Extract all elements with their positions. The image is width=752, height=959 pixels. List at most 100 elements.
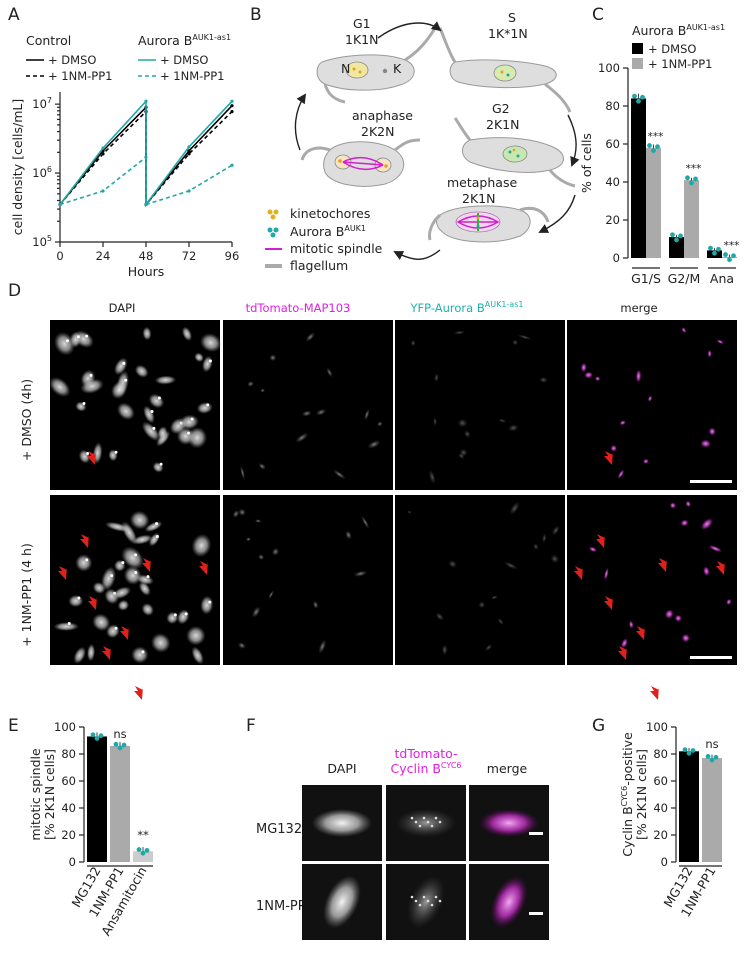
red-arrowhead-marker xyxy=(87,451,96,465)
micrograph-cell xyxy=(681,633,691,643)
f-column-dapi: DAPI xyxy=(327,761,356,776)
c-y-axis-label: % of cells xyxy=(579,133,594,193)
micrograph-kinetoplast xyxy=(124,378,128,382)
micrograph-cell xyxy=(318,639,327,654)
scale-bar xyxy=(690,480,732,483)
g-bar-MG132 xyxy=(679,751,699,862)
micrograph-cell xyxy=(315,408,327,416)
red-arrowhead-marker xyxy=(58,566,67,580)
micrograph-cell xyxy=(550,554,560,564)
micrograph-cell xyxy=(237,642,246,649)
micrograph-kinetoplast xyxy=(77,596,81,600)
micrograph-cell xyxy=(588,546,598,553)
replicate-dot xyxy=(647,143,652,148)
cell-metaphase xyxy=(428,205,550,243)
replicate-dot xyxy=(678,233,683,239)
bar-y-tick-label: 20 xyxy=(61,828,76,842)
bar-y-tick-label: 80 xyxy=(653,747,668,761)
replicate-dot xyxy=(136,847,142,852)
micrograph-cell xyxy=(232,510,240,518)
micrograph-cell xyxy=(200,595,214,615)
a-x-tick-label: 0 xyxy=(56,249,63,263)
micrograph-cell xyxy=(75,554,93,572)
legend-control-dmso: + DMSO xyxy=(48,53,96,67)
a-series-control-pp1 xyxy=(59,109,233,207)
replicate-dot xyxy=(98,733,104,739)
micrograph-cell xyxy=(708,545,723,553)
micrograph-cell xyxy=(142,326,152,341)
replicate-dot xyxy=(632,93,637,99)
a-point-control-pp1 xyxy=(187,152,191,156)
micrograph-cell xyxy=(542,533,547,544)
micrograph-f-r2-dapi xyxy=(302,864,382,940)
c-category-label: Ana xyxy=(710,271,734,286)
a-series-aurora-pp1 xyxy=(59,155,233,206)
micrograph-cell xyxy=(271,547,280,556)
label-s: S xyxy=(508,10,516,25)
arrow-metaphase-to-anaphase xyxy=(393,249,441,260)
replicate-dot xyxy=(117,745,123,751)
replicate-dot xyxy=(727,257,732,263)
micrograph-background xyxy=(395,495,565,665)
bar-y-tick-label: 40 xyxy=(653,801,668,815)
e-significance-star: ** xyxy=(137,828,149,842)
micrograph-cell xyxy=(617,469,625,479)
red-arrowhead-marker xyxy=(658,558,667,572)
micrograph-cell xyxy=(551,525,560,536)
replicate-dot xyxy=(682,747,688,753)
micrograph-speckle xyxy=(410,895,414,899)
cyclin-positive-bar-chart: 0 20 40 60 80 100 Cyclin BCYC6-positive [% 2K1N… xyxy=(620,720,722,920)
replicate-dot xyxy=(651,148,656,154)
replicate-dot xyxy=(709,757,715,763)
bar-y-tick-label: 60 xyxy=(653,774,668,788)
replicate-dot xyxy=(712,250,717,256)
micrograph-cell xyxy=(428,469,436,485)
micrograph-cell xyxy=(594,376,601,382)
micrograph-cell xyxy=(73,646,86,664)
micrograph-cell xyxy=(260,388,265,393)
micrograph-d-r1-map xyxy=(223,320,393,490)
micrograph-kinetoplast xyxy=(82,402,86,406)
label-anaphase-kn: 2K2N xyxy=(361,124,394,139)
micrograph-cell xyxy=(457,418,468,428)
micrograph-background xyxy=(567,320,737,490)
micrograph-cell xyxy=(367,440,381,449)
e-significance-ns: ns xyxy=(113,727,126,741)
bar-y-tick-label: 40 xyxy=(605,175,620,189)
growth-curve-chart: 105 106 107 0 24 48 72 96 Hours cell density [cel… xyxy=(10,92,239,279)
micrograph-d-r1-yfp xyxy=(395,320,565,490)
legend-spindle: mitotic spindle xyxy=(290,241,383,256)
replicate-dot xyxy=(686,750,692,756)
label-g2-kn: 2K1N xyxy=(486,117,519,132)
micrograph-speckle xyxy=(434,816,438,820)
micrograph-cell xyxy=(186,625,206,646)
replicate-dot xyxy=(121,742,127,748)
replicate-dot xyxy=(90,732,96,738)
a-y-tick-label: 105 xyxy=(32,234,52,249)
replicate-dot xyxy=(140,850,146,856)
panel-letter-a: A xyxy=(8,5,20,25)
micrograph-cell xyxy=(121,546,144,570)
bar-y-tick-label: 60 xyxy=(61,774,76,788)
micrograph-cell xyxy=(490,875,528,929)
red-arrowhead-marker xyxy=(618,646,627,660)
micrograph-cell xyxy=(681,326,687,334)
micrograph-cell xyxy=(448,560,458,569)
micrograph-cell xyxy=(323,875,361,929)
a-point-control-dmso xyxy=(230,104,234,108)
c-bar-pp1-G1/S xyxy=(646,147,661,258)
micrograph-cell xyxy=(619,420,626,426)
row-label-dmso: + DMSO (4h) xyxy=(19,379,34,461)
micrograph-cell xyxy=(434,373,439,383)
micrograph-cell xyxy=(247,381,254,387)
label-g1-kn: 1K1N xyxy=(345,32,378,47)
micrograph-cell xyxy=(441,643,448,656)
micrograph-kinetoplast xyxy=(141,650,145,654)
micrograph-cell xyxy=(121,521,138,545)
micrograph-cell xyxy=(326,367,333,378)
bar-y-tick-label: 40 xyxy=(61,801,76,815)
legend-flagellum: flagellum xyxy=(290,258,348,273)
label-g1: G1 xyxy=(353,16,371,31)
bar-y-tick-label: 80 xyxy=(605,99,620,113)
micrograph-cell xyxy=(509,501,520,516)
